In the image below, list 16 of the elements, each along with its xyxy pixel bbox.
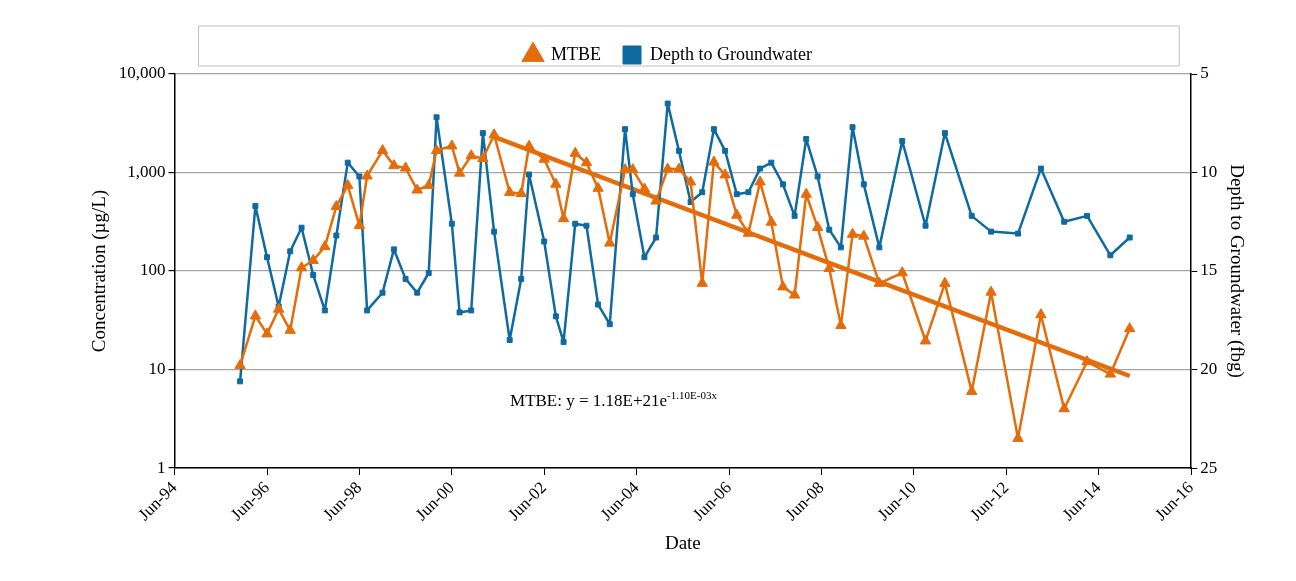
- y2-tick-label: 25: [1200, 457, 1218, 477]
- y2-tick-label: 20: [1200, 359, 1218, 379]
- y2-axis-title: Depth to Groundwater (fbg): [1225, 164, 1248, 378]
- legend-label: MTBE: [551, 43, 602, 64]
- y2-tick-label: 10: [1200, 161, 1218, 181]
- annotation: MTBE: y = 1.18E+21e$^{-1.10E-03x}$: [510, 389, 717, 411]
- y-tick-label: 10,000: [118, 63, 166, 83]
- legend-label: Depth to Groundwater: [650, 43, 812, 64]
- y-tick-label: 1,000: [127, 161, 166, 181]
- y2-tick-label: 15: [1200, 260, 1218, 280]
- y-tick-label: 100: [140, 260, 166, 280]
- y-axis-title: Concentration (µg/L): [88, 189, 111, 353]
- y-tick-label: 10: [148, 359, 166, 379]
- x-axis-title: Date: [664, 531, 701, 553]
- y2-tick-label: 5: [1200, 63, 1209, 83]
- y-tick-label: 1: [157, 457, 166, 477]
